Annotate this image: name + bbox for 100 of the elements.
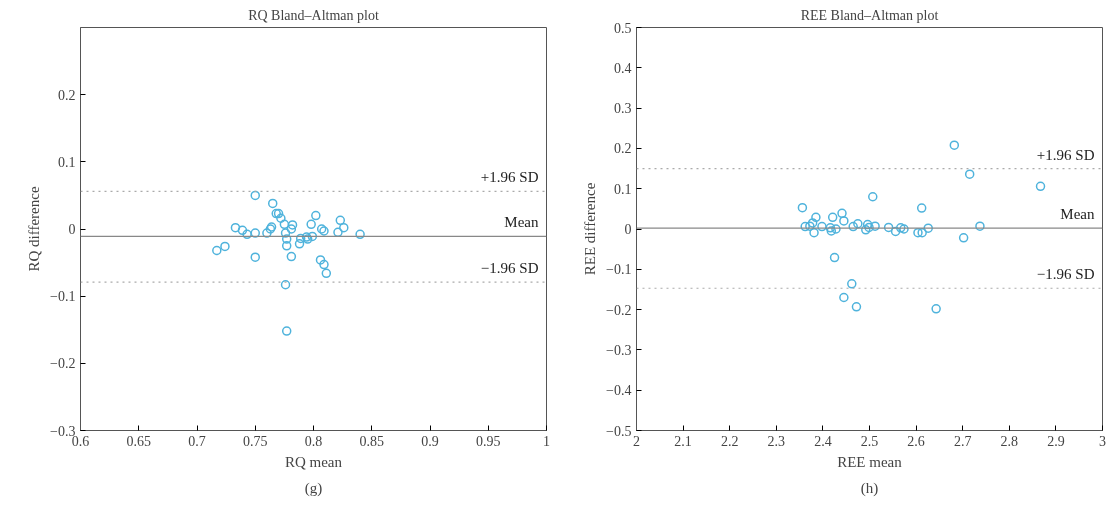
point: [319, 259, 329, 270]
point: [868, 192, 878, 202]
y-tick-label: −0.3: [606, 342, 632, 358]
point: [800, 221, 810, 232]
point: [295, 233, 306, 244]
y-axis-title: REE difference: [582, 182, 599, 276]
point: [220, 241, 230, 252]
point: [315, 255, 326, 265]
point: [839, 216, 849, 226]
point: [913, 227, 923, 238]
point: [847, 279, 857, 289]
point: [916, 203, 927, 213]
y-tick-label: 0.5: [614, 20, 632, 36]
point: [287, 220, 298, 230]
point: [848, 221, 858, 232]
point: [307, 231, 318, 242]
text: (g): [304, 479, 323, 497]
point: [262, 228, 272, 238]
ref-line-label: −1.96 SD: [1036, 266, 1095, 283]
point: [250, 190, 260, 201]
y-tick-label: −0.1: [606, 262, 632, 278]
x-tick-label: 0.95: [476, 433, 501, 449]
y-tick-label: 0: [68, 222, 76, 237]
point: [230, 222, 241, 233]
point: [280, 228, 291, 238]
x-tick-label: 2.5: [860, 433, 879, 449]
x-tick-label: 2.1: [674, 433, 692, 449]
point: [839, 292, 849, 303]
point: [294, 239, 305, 249]
y-tick-label: −0.5: [606, 423, 632, 439]
x-tick-label: 2.8: [1000, 433, 1019, 449]
point: [831, 224, 841, 234]
x-tick-label: 0.85: [359, 433, 384, 449]
point: [931, 304, 941, 314]
text: (h): [860, 479, 879, 497]
x-tick-label: 3: [1099, 433, 1106, 449]
x-tick-label: 2.6: [907, 433, 925, 449]
x-axis-title: REE mean: [837, 453, 903, 470]
point: [797, 202, 808, 213]
ref-line-label: Mean: [1060, 206, 1095, 223]
point: [837, 208, 847, 219]
chart-title: REE Bland–Altman plot: [800, 7, 939, 23]
point: [306, 219, 316, 230]
point: [811, 212, 821, 223]
point: [321, 268, 332, 279]
point: [949, 140, 960, 150]
x-tick-label: 2.2: [720, 433, 739, 449]
y-tick-label: 0.1: [58, 154, 76, 170]
point: [212, 245, 222, 256]
x-tick-label: 0.8: [304, 433, 323, 449]
point: [923, 223, 933, 233]
point: [335, 215, 346, 226]
point: [817, 221, 827, 232]
point: [917, 227, 927, 238]
point: [870, 221, 880, 231]
x-tick-label: 0.9: [421, 433, 439, 449]
x-axis-title: RQ mean: [284, 453, 343, 470]
point: [281, 326, 292, 336]
point: [237, 225, 248, 236]
y-tick-label: −0.1: [50, 289, 76, 305]
point: [279, 219, 290, 230]
x-tick-label: 2.4: [814, 433, 832, 449]
x-tick-label: 2: [633, 433, 640, 449]
point: [829, 252, 840, 263]
point: [883, 222, 894, 233]
x-tick-label: 2.7: [953, 433, 972, 449]
point: [958, 233, 969, 243]
point: [250, 228, 260, 238]
y-tick-label: −0.4: [606, 383, 632, 399]
y-tick-label: 0.3: [614, 101, 632, 117]
point: [851, 302, 862, 312]
y-tick-label: 0: [624, 222, 632, 237]
y-tick-label: 0.2: [614, 141, 632, 157]
x-tick-label: 2.3: [767, 433, 786, 449]
x-tick-label: 0.65: [126, 433, 151, 449]
point: [899, 224, 909, 234]
point: [286, 251, 297, 262]
y-tick-label: 0.4: [614, 60, 632, 76]
ref-line-label: Mean: [504, 214, 539, 231]
point: [280, 280, 291, 290]
point: [809, 227, 819, 238]
point: [242, 229, 252, 240]
x-tick-label: 1: [543, 433, 550, 449]
point: [276, 213, 286, 223]
point: [853, 219, 863, 229]
y-tick-label: 0.1: [614, 181, 632, 197]
point: [339, 222, 349, 233]
point: [311, 210, 321, 221]
ref-line-label: +1.96 SD: [1036, 146, 1095, 163]
point: [827, 212, 838, 223]
point: [895, 223, 906, 233]
point: [890, 226, 901, 237]
point: [1035, 181, 1046, 192]
y-tick-label: −0.2: [606, 302, 632, 318]
y-tick-label: −0.2: [50, 356, 76, 372]
y-axis-title: RQ difference: [26, 186, 43, 272]
point: [964, 169, 975, 179]
point: [250, 252, 260, 262]
point: [281, 241, 292, 251]
point: [267, 198, 278, 209]
